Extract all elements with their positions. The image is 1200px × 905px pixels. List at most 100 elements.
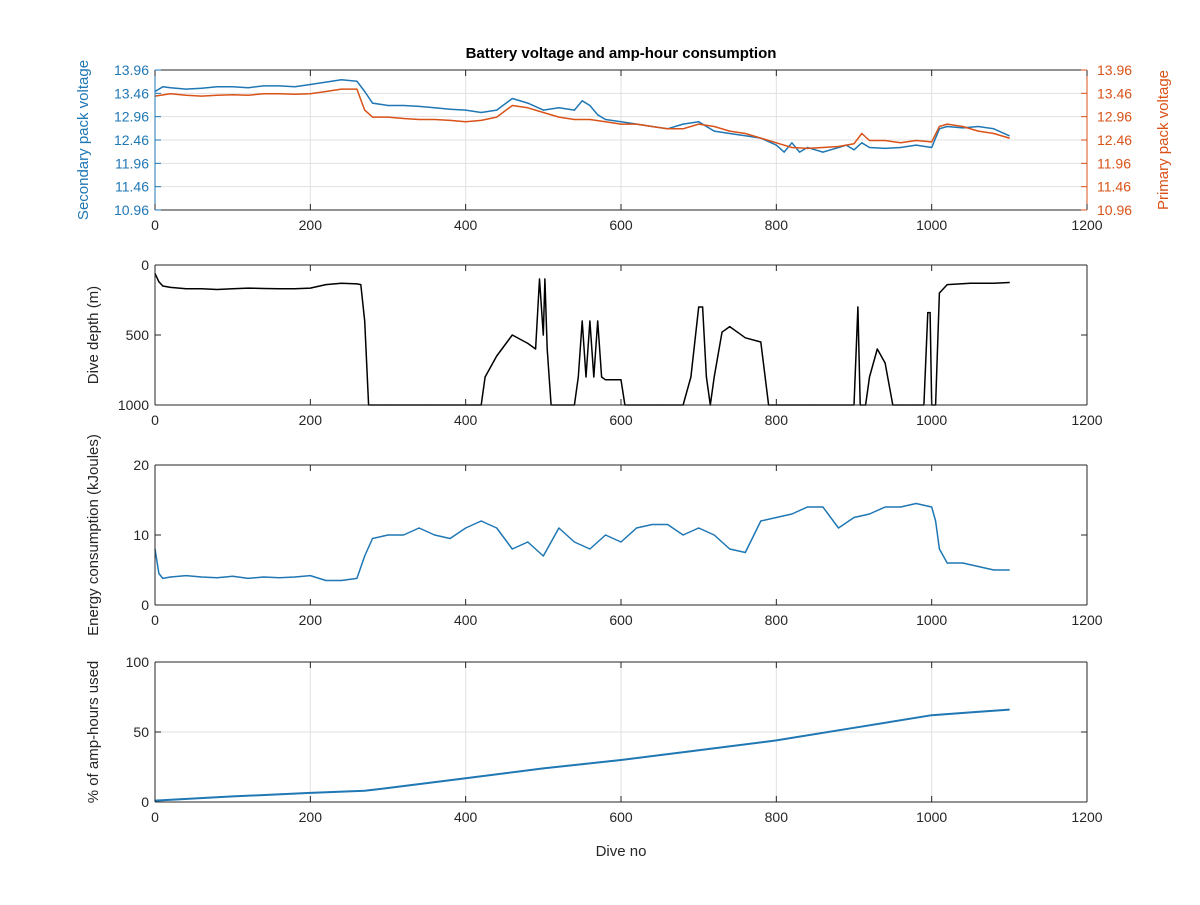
data-point: [216, 86, 218, 88]
x-tick-label: 800: [765, 412, 789, 428]
data-point: [387, 534, 389, 536]
data-point: [309, 575, 311, 577]
data-point: [573, 109, 576, 111]
data-point: [309, 287, 311, 289]
series-line-1: [154, 273, 1010, 406]
data-point: [527, 107, 529, 109]
data-point: [701, 306, 704, 308]
data-point: [938, 548, 941, 550]
data-point: [480, 520, 482, 522]
data-point: [857, 306, 859, 308]
data-point: [364, 109, 366, 111]
data-point: [542, 334, 544, 336]
data-point: [682, 128, 684, 130]
y-axis-label: Energy consumption (kJoules): [85, 434, 102, 636]
y-tick-label-right: 13.46: [1097, 85, 1132, 101]
data-point: [480, 111, 482, 114]
data-point: [387, 787, 389, 789]
data-point: [962, 125, 964, 128]
data-point: [604, 379, 607, 381]
data-point: [371, 537, 374, 540]
data-point: [364, 320, 366, 322]
x-axis-label: Dive no: [596, 843, 647, 860]
data-point: [247, 577, 249, 580]
data-point: [934, 520, 937, 522]
x-tick-label: 1200: [1071, 412, 1102, 428]
data-point: [705, 376, 708, 378]
data-point: [402, 117, 405, 120]
data-point: [1008, 569, 1010, 571]
data-point: [977, 565, 979, 568]
data-point: [185, 94, 187, 96]
data-point: [511, 334, 513, 336]
data-point: [822, 146, 824, 149]
data-point: [868, 376, 871, 378]
data-point: [946, 123, 948, 125]
data-point: [962, 127, 964, 129]
data-point: [201, 288, 203, 290]
data-point: [1008, 137, 1010, 139]
data-point: [861, 142, 863, 144]
data-point: [853, 149, 855, 151]
data-point: [364, 90, 366, 93]
data-point: [356, 80, 358, 82]
data-point: [449, 108, 451, 110]
data-point: [620, 541, 622, 543]
data-point: [340, 282, 342, 284]
data-point: [434, 534, 436, 536]
data-point: [278, 288, 280, 290]
data-point: [356, 283, 358, 285]
data-point: [729, 130, 731, 132]
y-tick-label: 11.46: [115, 179, 149, 195]
y-axis-label-right: Primary pack voltage: [1155, 70, 1172, 210]
data-point: [185, 575, 187, 577]
data-point: [162, 577, 164, 580]
data-point: [496, 527, 498, 529]
data-point: [434, 118, 436, 121]
data-point: [884, 147, 886, 149]
data-point: [484, 376, 486, 378]
series-line-1: [154, 708, 1010, 802]
data-point: [969, 711, 972, 714]
data-point: [465, 121, 467, 123]
data-point: [962, 562, 964, 564]
y-axis-label: Secondary pack voltage: [75, 60, 92, 220]
data-point: [169, 93, 172, 95]
data-point: [356, 577, 358, 580]
data-point: [247, 87, 249, 89]
data-point: [713, 130, 715, 132]
data-point: [837, 145, 840, 148]
data-point: [884, 506, 886, 508]
data-point: [542, 767, 544, 770]
data-point: [853, 516, 855, 519]
data-point: [760, 341, 762, 343]
data-point: [744, 337, 746, 339]
data-point: [736, 331, 739, 333]
figure-title: Battery voltage and amp-hour consumption: [466, 45, 777, 62]
y-tick-label-right: 10.96: [1097, 202, 1132, 218]
data-point: [635, 527, 638, 529]
data-point: [360, 284, 362, 286]
data-point: [589, 118, 591, 121]
y-tick-label-right: 11.46: [1097, 179, 1131, 195]
chart-panels: 0 200 400 600 800 1000 120010.9611.4611.9612.4…: [75, 60, 1172, 860]
data-point: [620, 121, 622, 123]
data-point: [853, 143, 855, 145]
data-point: [263, 287, 265, 290]
x-tick-label: 600: [609, 612, 633, 628]
data-point: [977, 125, 979, 128]
data-point: [542, 109, 544, 111]
data-point: [169, 286, 172, 288]
data-point: [232, 575, 234, 577]
data-point: [169, 576, 172, 578]
data-point: [931, 506, 933, 508]
x-tick-label: 0: [151, 809, 159, 825]
data-point: [791, 142, 793, 144]
data-point: [340, 579, 342, 582]
data-point: [542, 555, 544, 557]
chart-panel-2: 0 200 400 600 800 1000 1200 0 500 1000 Dive depth …: [85, 257, 1103, 428]
x-tick-label: 1200: [1071, 217, 1102, 233]
data-point: [775, 142, 777, 144]
data-point: [496, 355, 498, 357]
